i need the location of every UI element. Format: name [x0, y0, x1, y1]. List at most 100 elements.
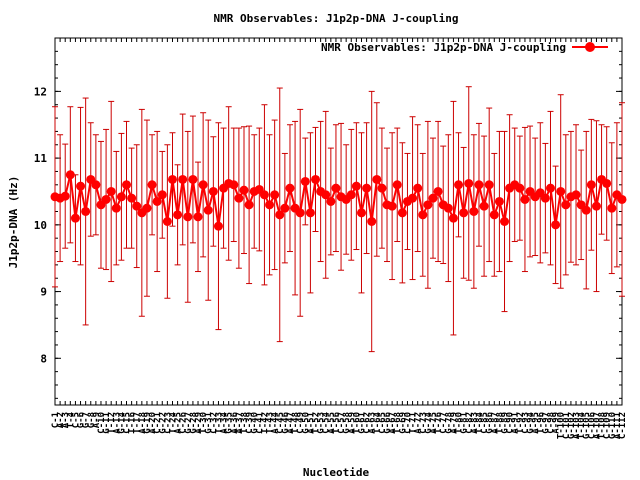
x-tick-label: C-57: [337, 412, 347, 434]
x-tick-labels: C-1A-2A-3T-4C-5G-6G-7G-8A-9C-10G-11T-12A…: [51, 411, 628, 439]
data-point: [464, 178, 474, 188]
data-point: [326, 196, 336, 206]
x-tick-label: T-88: [495, 412, 505, 434]
x-tick-label: G-6: [77, 412, 87, 428]
data-point: [561, 200, 571, 210]
x-tick-label: A-13: [112, 412, 122, 434]
x-tick-label: A-91: [511, 412, 521, 434]
data-point: [372, 174, 382, 184]
x-tick-label: G-94: [526, 411, 536, 433]
x-tick-label: T-38: [240, 412, 250, 434]
x-tick-label: T-42: [260, 412, 270, 434]
x-tick-label: A-75: [429, 412, 439, 434]
x-tick-label: G-40: [250, 412, 260, 434]
data-point: [433, 186, 443, 196]
x-tick-label: A-25: [174, 412, 184, 434]
data-point: [234, 193, 244, 203]
data-point: [321, 190, 331, 200]
axis-ticks: 8 9 10 11 12: [34, 37, 623, 405]
x-tick-label: G-11: [102, 412, 112, 434]
x-tick-label: A-29: [194, 412, 204, 434]
x-tick-label: A-20: [148, 412, 158, 434]
x-tick-label: G-81: [460, 412, 470, 434]
data-point: [275, 210, 285, 220]
x-tick-label: G-86: [485, 412, 495, 434]
x-tick-label: A-3: [61, 412, 71, 428]
x-tick-label: A-83: [470, 412, 480, 434]
x-tick-label: G-28: [189, 412, 199, 434]
x-tick-label: C-32: [209, 412, 219, 434]
data-point: [116, 192, 126, 202]
x-tick-label: T-80: [455, 412, 465, 434]
data-point: [213, 221, 223, 231]
data-point: [454, 180, 464, 190]
data-point: [60, 191, 70, 201]
data-point: [377, 183, 387, 193]
data-point: [70, 213, 80, 223]
x-tick-label: A-51: [306, 412, 316, 434]
data-point: [571, 190, 581, 200]
x-tick-label: T-64: [373, 411, 383, 433]
x-tick-label: G-31: [204, 412, 214, 434]
y-tick-label: 8: [40, 352, 47, 365]
x-tick-label: G-46: [281, 412, 291, 434]
data-point: [500, 217, 510, 226]
x-tick-label: C-73: [419, 412, 429, 434]
x-tick-label: T-56: [332, 412, 342, 434]
data-point: [602, 178, 612, 188]
legend-marker: [585, 42, 595, 52]
x-tick-label: C-10: [97, 412, 107, 434]
data-point: [515, 183, 525, 193]
x-tick-label: T-52: [312, 412, 322, 434]
series-polyline: [54, 174, 623, 227]
data-point: [448, 213, 458, 223]
data-point: [152, 196, 162, 206]
x-tick-label: A-87: [490, 412, 500, 434]
chart-title: NMR Observables: J1p2p-DNA J-coupling: [213, 12, 458, 25]
x-tick-label: A-99: [552, 412, 562, 434]
x-tick-label: A-111: [613, 412, 623, 439]
x-tick-label: T-76: [434, 412, 444, 434]
data-point: [106, 186, 116, 196]
x-tick-label: T-12: [107, 412, 117, 434]
data-point: [203, 205, 213, 215]
y-tick-label: 9: [40, 286, 47, 299]
data-point: [367, 217, 377, 226]
data-point: [520, 194, 530, 204]
x-tick-label: T-84: [475, 411, 485, 433]
data-point: [229, 180, 239, 190]
x-tick-label: C-112: [618, 412, 628, 439]
data-point: [351, 181, 361, 191]
data-point: [617, 194, 627, 204]
x-tick-label: C-98: [546, 412, 556, 434]
data-point: [111, 203, 121, 213]
legend-label: NMR Observables: J1p2p-DNA J-coupling: [321, 41, 566, 54]
x-tick-label: G-8: [87, 412, 97, 428]
x-tick-label: G-58: [342, 412, 352, 434]
data-point: [173, 210, 183, 220]
data-point: [259, 190, 269, 200]
data-point: [147, 180, 157, 190]
data-point: [285, 183, 295, 193]
x-tick-label: G-97: [541, 412, 551, 434]
x-tick-label: C-45: [276, 412, 286, 434]
data-point: [607, 203, 617, 213]
data-point: [428, 193, 438, 203]
data-point: [484, 180, 494, 190]
x-tick-label: A-103: [572, 412, 582, 439]
data-point: [265, 200, 275, 210]
x-tick-label: C-23: [163, 412, 173, 434]
x-tick-label: A-18: [138, 412, 148, 434]
data-point: [581, 205, 591, 215]
data-point: [167, 174, 177, 184]
data-point: [408, 193, 418, 203]
x-tick-label: G-22: [158, 412, 168, 434]
data-point: [311, 174, 321, 184]
data-point: [132, 201, 142, 211]
x-tick-label: C-65: [378, 412, 388, 434]
data-point: [280, 203, 290, 213]
series-line: [54, 174, 623, 227]
data-point: [101, 194, 111, 204]
data-point: [356, 208, 366, 218]
x-tick-label: A-95: [531, 412, 541, 434]
